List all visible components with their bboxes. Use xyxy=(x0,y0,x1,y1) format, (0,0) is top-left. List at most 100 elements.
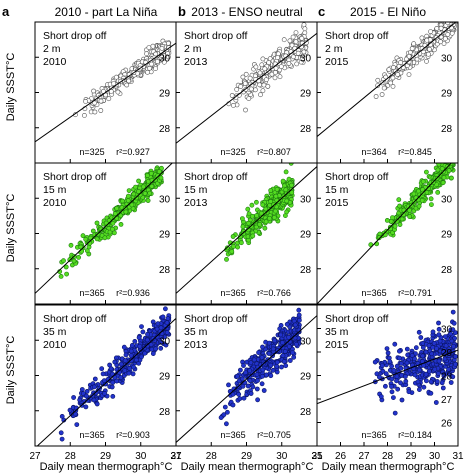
data-point xyxy=(273,208,278,214)
y-tick-label: 29 xyxy=(441,348,453,359)
data-point xyxy=(131,191,137,197)
data-point xyxy=(436,326,442,332)
data-point xyxy=(128,348,134,354)
data-point xyxy=(258,210,264,216)
data-point xyxy=(420,353,426,359)
data-point xyxy=(420,179,426,184)
data-point xyxy=(154,334,160,340)
data-point xyxy=(436,358,442,364)
r2-label: r²=0.705 xyxy=(257,430,291,440)
data-point xyxy=(386,67,392,72)
data-point xyxy=(390,215,395,220)
data-point xyxy=(442,356,448,362)
data-point xyxy=(295,50,301,56)
data-point xyxy=(411,41,417,47)
data-point xyxy=(67,407,73,413)
data-point xyxy=(159,165,164,171)
data-point xyxy=(114,74,119,80)
data-point xyxy=(240,383,246,389)
data-point xyxy=(450,157,454,161)
data-point xyxy=(428,379,434,385)
data-point xyxy=(434,182,439,187)
data-point xyxy=(126,370,132,376)
data-point xyxy=(392,223,398,229)
data-point xyxy=(277,74,283,80)
n-label: n=365 xyxy=(79,288,104,298)
data-point xyxy=(140,329,146,335)
data-point xyxy=(423,378,429,384)
data-point xyxy=(451,320,457,326)
data-point xyxy=(241,363,246,368)
data-point xyxy=(267,215,272,221)
data-point xyxy=(128,358,134,364)
data-point xyxy=(445,22,451,26)
data-point xyxy=(120,198,125,204)
data-point xyxy=(445,152,449,156)
data-point xyxy=(430,344,436,350)
data-point xyxy=(100,371,106,377)
data-point xyxy=(245,383,251,389)
data-point xyxy=(144,173,150,178)
data-point xyxy=(59,436,65,442)
data-point xyxy=(234,373,240,379)
data-point xyxy=(279,364,284,370)
data-point xyxy=(424,37,430,43)
data-point xyxy=(394,378,399,384)
data-point xyxy=(406,53,412,59)
year-label: 2013 xyxy=(184,197,208,209)
data-point xyxy=(384,217,390,223)
data-point xyxy=(449,30,455,36)
data-point xyxy=(259,373,265,379)
data-point xyxy=(434,25,440,31)
regression-line xyxy=(176,166,317,294)
data-point xyxy=(144,337,150,343)
scatter-points xyxy=(224,163,295,262)
data-point xyxy=(243,370,248,375)
data-point xyxy=(162,306,168,312)
data-point xyxy=(263,77,269,83)
data-point xyxy=(388,80,394,86)
data-point xyxy=(438,39,443,45)
data-point xyxy=(449,150,453,154)
data-point xyxy=(268,188,274,193)
data-point xyxy=(253,64,259,70)
data-point xyxy=(299,35,305,41)
data-point xyxy=(398,365,404,371)
data-point xyxy=(376,374,382,380)
data-point xyxy=(284,321,290,327)
data-point xyxy=(268,373,274,379)
data-point xyxy=(218,415,224,420)
data-point xyxy=(385,350,391,356)
r2-label: r²=0.936 xyxy=(116,288,150,298)
data-point xyxy=(381,85,387,91)
data-point xyxy=(279,340,285,345)
data-point xyxy=(284,198,290,204)
data-point xyxy=(390,84,396,89)
depth-label: 15 m xyxy=(43,184,67,196)
data-point xyxy=(430,329,436,335)
data-point xyxy=(389,376,395,382)
data-point xyxy=(222,404,228,410)
data-point xyxy=(450,157,454,161)
data-point xyxy=(433,400,439,405)
data-point xyxy=(435,371,441,376)
depth-label: 2 m xyxy=(184,43,202,55)
data-point xyxy=(397,355,402,361)
data-point xyxy=(278,64,284,69)
data-point xyxy=(124,82,130,88)
y-tick-label: 30 xyxy=(159,336,171,347)
data-point xyxy=(271,202,277,208)
depth-label: 15 m xyxy=(325,184,349,196)
data-point xyxy=(246,211,252,217)
data-point xyxy=(374,371,380,377)
data-point xyxy=(224,256,229,262)
data-point xyxy=(278,332,284,338)
data-point xyxy=(254,213,259,218)
depth-label: 2 m xyxy=(325,43,343,55)
regression-line xyxy=(317,349,458,405)
year-label: 2013 xyxy=(184,339,208,351)
data-point xyxy=(447,331,453,337)
data-point xyxy=(441,175,447,180)
regression-line xyxy=(35,42,176,143)
data-point xyxy=(452,12,456,16)
